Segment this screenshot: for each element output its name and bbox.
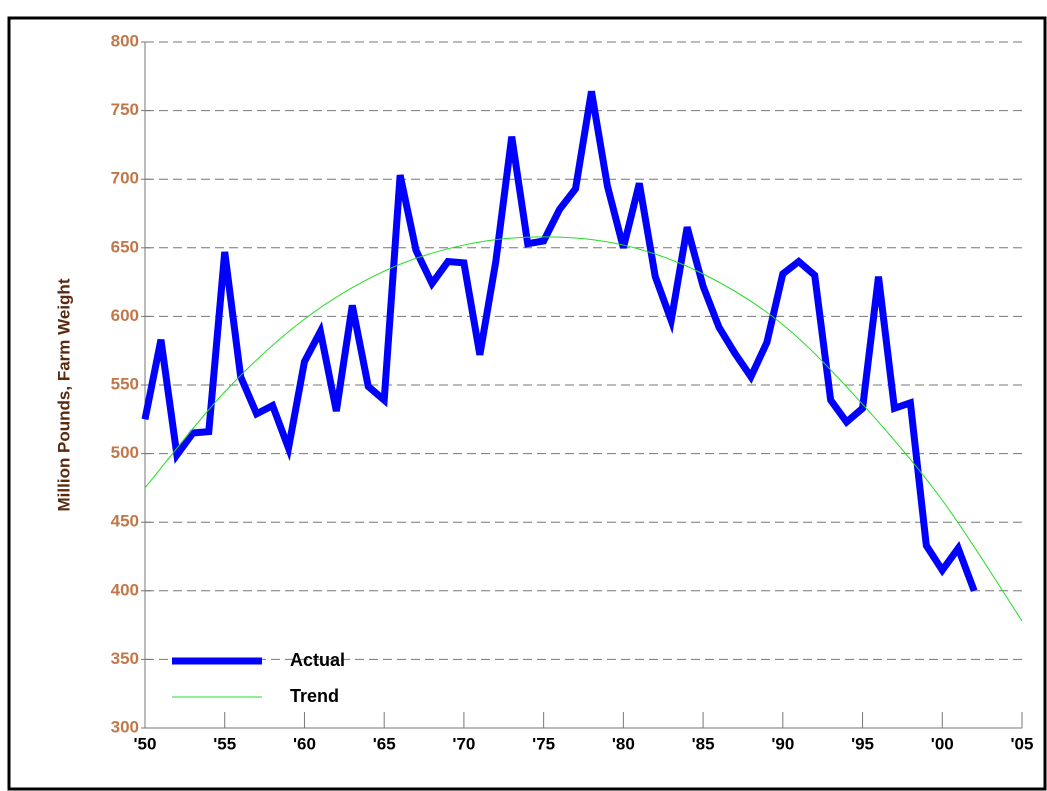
y-tick-label: 700: [111, 169, 139, 188]
y-tick-label: 400: [111, 580, 139, 599]
x-tick-label: '95: [851, 734, 874, 753]
y-tick-label: 350: [111, 649, 139, 668]
x-tick-label: '65: [373, 734, 396, 753]
x-tick-label: '50: [134, 734, 157, 753]
y-tick-label: 750: [111, 100, 139, 119]
x-tick-label: '70: [452, 734, 475, 753]
x-tick-label: '75: [532, 734, 555, 753]
x-tick-label: '60: [293, 734, 316, 753]
legend-label: Trend: [290, 686, 339, 706]
frame: [7, 16, 1047, 791]
y-tick-label: 500: [111, 443, 139, 462]
x-tick-label: '80: [612, 734, 635, 753]
y-tick-label: 300: [111, 717, 139, 736]
x-tick-label: '85: [692, 734, 715, 753]
x-tick-label: '90: [771, 734, 794, 753]
line-series: [141, 90, 978, 593]
y-tick-label: 800: [111, 31, 139, 50]
legend-label: Actual: [290, 650, 345, 670]
line-series: [144, 236, 1023, 622]
x-tick-label: '05: [1011, 734, 1034, 753]
y-axis-label: Million Pounds, Farm Weight: [54, 278, 73, 511]
y-tick-label: 450: [111, 512, 139, 531]
y-tick-label: 650: [111, 237, 139, 256]
y-tick-label: 550: [111, 374, 139, 393]
y-tick-label: 600: [111, 306, 139, 325]
x-tick-label: '00: [931, 734, 954, 753]
x-tick-label: '55: [213, 734, 236, 753]
